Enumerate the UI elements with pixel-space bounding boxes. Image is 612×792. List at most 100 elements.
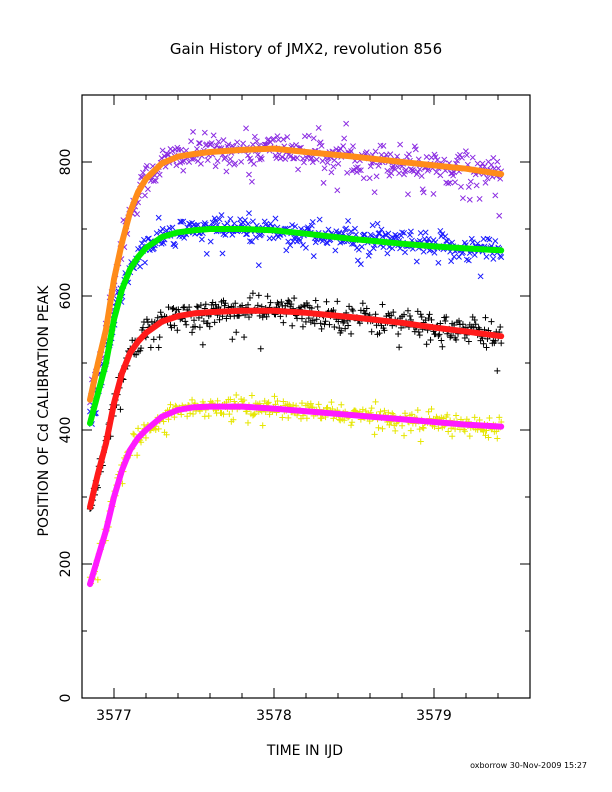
data-point bbox=[240, 397, 248, 404]
data-point bbox=[498, 340, 505, 347]
data-point bbox=[198, 236, 205, 243]
data-point bbox=[204, 157, 211, 164]
data-point bbox=[498, 254, 505, 261]
data-point bbox=[437, 227, 444, 234]
x-tick-label: 3579 bbox=[416, 708, 452, 724]
data-point bbox=[448, 258, 455, 265]
data-point bbox=[157, 228, 164, 235]
data-point bbox=[486, 414, 493, 422]
data-point bbox=[380, 244, 387, 250]
data-point bbox=[485, 434, 492, 441]
y-tick-label: 800 bbox=[58, 149, 74, 176]
data-point bbox=[335, 318, 342, 325]
data-point bbox=[388, 170, 395, 177]
data-point bbox=[348, 148, 355, 155]
data-point bbox=[303, 415, 310, 422]
data-point bbox=[243, 231, 249, 238]
data-point bbox=[285, 238, 292, 245]
data-point bbox=[234, 139, 241, 146]
data-point bbox=[387, 151, 394, 158]
data-point bbox=[360, 231, 367, 238]
data-point bbox=[318, 142, 325, 149]
data-point bbox=[488, 318, 495, 325]
data-point bbox=[169, 148, 176, 154]
data-point bbox=[227, 156, 234, 162]
data-point bbox=[284, 134, 291, 141]
data-point bbox=[490, 255, 497, 262]
data-point bbox=[345, 217, 352, 224]
data-point bbox=[189, 410, 197, 418]
data-point bbox=[420, 189, 427, 196]
data-point bbox=[466, 196, 473, 203]
data-point bbox=[311, 320, 318, 327]
data-point bbox=[439, 231, 446, 238]
data-point bbox=[397, 141, 404, 148]
data-point bbox=[143, 162, 150, 169]
data-point bbox=[328, 169, 335, 176]
data-point bbox=[137, 263, 144, 270]
data-point bbox=[356, 320, 363, 327]
data-point bbox=[451, 253, 458, 260]
data-point bbox=[405, 191, 411, 198]
data-point bbox=[179, 158, 186, 165]
data-point bbox=[216, 316, 223, 323]
data-point bbox=[184, 413, 191, 420]
data-point bbox=[142, 259, 148, 266]
data-point bbox=[482, 314, 489, 321]
data-point bbox=[401, 410, 409, 417]
data-point bbox=[137, 439, 145, 446]
data-point bbox=[145, 235, 152, 242]
data-point bbox=[368, 405, 375, 412]
data-point bbox=[272, 215, 279, 222]
data-point bbox=[340, 143, 347, 150]
data-point bbox=[428, 316, 435, 324]
data-point bbox=[309, 218, 316, 225]
data-point bbox=[280, 398, 287, 405]
data-point bbox=[157, 309, 164, 316]
data-point bbox=[427, 336, 434, 344]
data-point bbox=[131, 431, 138, 438]
data-point bbox=[463, 152, 470, 159]
data-point bbox=[246, 294, 254, 301]
data-point bbox=[255, 262, 262, 269]
data-point bbox=[165, 304, 172, 311]
data-point bbox=[381, 327, 388, 334]
data-point bbox=[285, 297, 292, 304]
data-point bbox=[380, 142, 387, 149]
data-point bbox=[167, 401, 174, 408]
data-point bbox=[226, 410, 233, 418]
data-point bbox=[199, 341, 206, 348]
data-point bbox=[442, 317, 449, 325]
data-point bbox=[468, 235, 475, 242]
data-point bbox=[391, 165, 398, 172]
data-point bbox=[492, 192, 499, 199]
data-point bbox=[349, 167, 355, 174]
data-point bbox=[452, 336, 460, 343]
y-tick-label: 0 bbox=[58, 694, 74, 703]
data-point bbox=[136, 347, 144, 354]
data-point bbox=[232, 300, 239, 307]
data-point bbox=[494, 367, 501, 374]
data-point bbox=[315, 401, 322, 408]
data-point bbox=[154, 314, 161, 321]
data-point bbox=[476, 416, 483, 424]
data-point bbox=[252, 234, 259, 241]
data-point bbox=[258, 155, 265, 162]
data-point bbox=[324, 404, 331, 411]
data-point bbox=[341, 135, 348, 142]
data-point bbox=[188, 329, 196, 336]
chart-title: Gain History of JMX2, revolution 856 bbox=[170, 40, 442, 58]
data-point bbox=[425, 235, 432, 242]
data-point bbox=[474, 240, 481, 247]
data-point bbox=[207, 238, 214, 245]
data-point bbox=[438, 337, 445, 344]
data-point bbox=[450, 172, 457, 179]
data-point bbox=[142, 434, 150, 441]
data-point bbox=[352, 225, 358, 232]
data-point bbox=[196, 324, 204, 331]
data-point bbox=[449, 433, 456, 440]
data-point bbox=[345, 322, 352, 329]
data-point bbox=[458, 154, 465, 161]
data-point bbox=[334, 298, 341, 305]
data-point bbox=[150, 336, 157, 343]
